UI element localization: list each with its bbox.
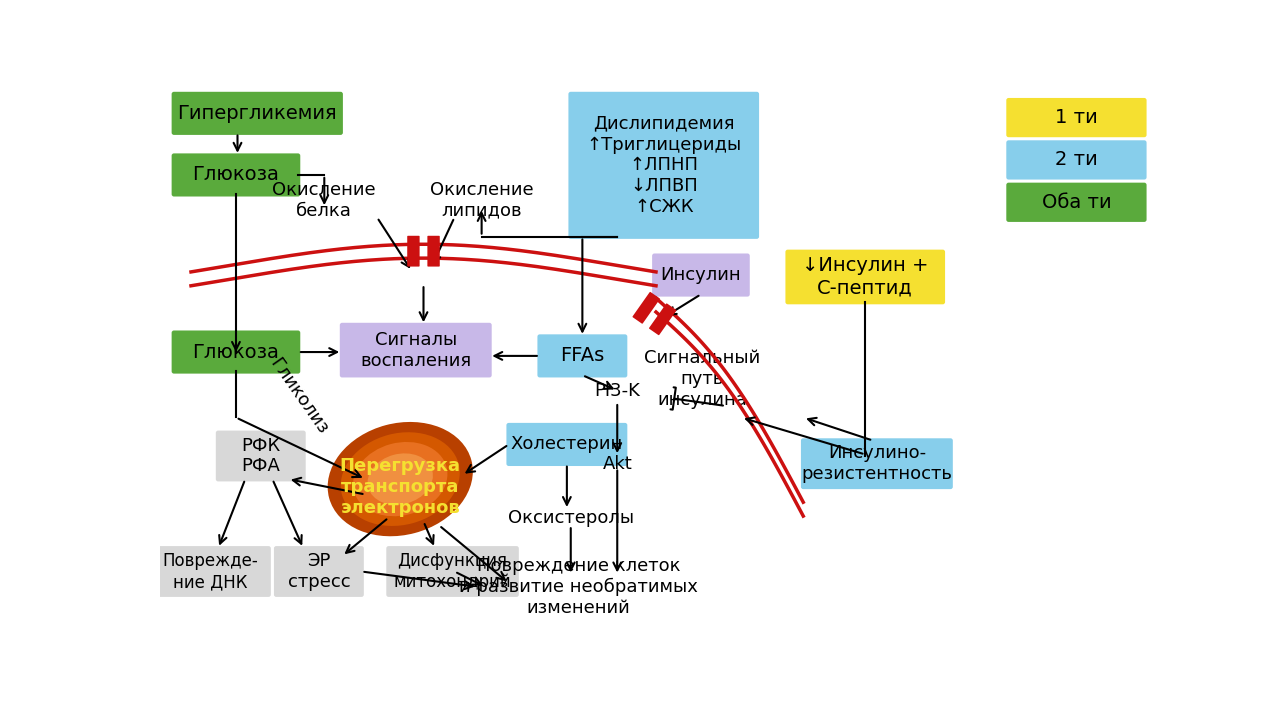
FancyBboxPatch shape [652, 253, 750, 297]
Text: Окисление
липидов: Окисление липидов [430, 181, 534, 220]
FancyBboxPatch shape [632, 292, 660, 324]
FancyBboxPatch shape [538, 334, 627, 377]
Text: ЭР
стресс: ЭР стресс [288, 552, 351, 591]
Text: Поврежде-
ние ДНК: Поврежде- ние ДНК [163, 552, 259, 591]
FancyBboxPatch shape [801, 438, 952, 489]
FancyBboxPatch shape [1006, 98, 1147, 138]
Text: Оксистеролы: Оксистеролы [508, 508, 634, 526]
Text: РФК
РФА: РФК РФА [241, 436, 280, 475]
FancyBboxPatch shape [1006, 183, 1147, 222]
Text: Окисление
белка: Окисление белка [273, 181, 376, 220]
FancyBboxPatch shape [150, 546, 271, 597]
FancyBboxPatch shape [428, 235, 440, 266]
Text: Холестерин: Холестерин [511, 436, 623, 454]
Text: PI3-K: PI3-K [594, 382, 640, 400]
Text: 2 ти: 2 ти [1055, 150, 1098, 169]
Ellipse shape [353, 442, 448, 516]
Text: Akt: Akt [603, 455, 632, 473]
Text: 1 ти: 1 ти [1055, 108, 1098, 127]
Text: Сигналы
воспаления: Сигналы воспаления [360, 330, 471, 369]
FancyBboxPatch shape [274, 546, 364, 597]
FancyBboxPatch shape [786, 250, 945, 305]
Text: Перегрузка
транспорта
электронов: Перегрузка транспорта электронов [339, 457, 461, 516]
FancyBboxPatch shape [507, 423, 627, 466]
FancyBboxPatch shape [407, 235, 420, 266]
Text: Глюкоза: Глюкоза [192, 343, 279, 361]
Ellipse shape [340, 432, 460, 526]
FancyBboxPatch shape [172, 153, 301, 197]
FancyBboxPatch shape [387, 546, 518, 597]
Text: Повреждение клеток
и развитие необратимых
изменений: Повреждение клеток и развитие необратимы… [460, 557, 698, 617]
Text: ↓Инсулин +
С-пептид: ↓Инсулин + С-пептид [803, 256, 928, 297]
Text: Дисфункция
митохондрий: Дисфункция митохондрий [394, 552, 512, 591]
Text: Оба ти: Оба ти [1042, 193, 1111, 212]
Text: Глюкоза: Глюкоза [192, 166, 279, 184]
Ellipse shape [328, 422, 472, 536]
Text: Гипергликемия: Гипергликемия [178, 104, 337, 123]
FancyBboxPatch shape [172, 91, 343, 135]
FancyBboxPatch shape [1006, 140, 1147, 179]
FancyBboxPatch shape [172, 330, 301, 374]
Text: Дислипидемия
↑Триглицериды
↑ЛПНП
↓ЛПВП
↑СЖК: Дислипидемия ↑Триглицериды ↑ЛПНП ↓ЛПВП ↑… [586, 114, 741, 216]
Text: Инсулин: Инсулин [660, 266, 741, 284]
Text: Гликолиз: Гликолиз [266, 354, 332, 438]
Text: FFAs: FFAs [561, 346, 604, 365]
FancyBboxPatch shape [216, 431, 306, 482]
Text: Инсулино-
резистентность: Инсулино- резистентность [801, 444, 952, 483]
FancyBboxPatch shape [568, 91, 759, 239]
FancyBboxPatch shape [339, 323, 492, 377]
FancyBboxPatch shape [649, 303, 676, 336]
Text: Сигнальный
путь
инсулина: Сигнальный путь инсулина [644, 349, 760, 409]
Ellipse shape [367, 454, 433, 505]
